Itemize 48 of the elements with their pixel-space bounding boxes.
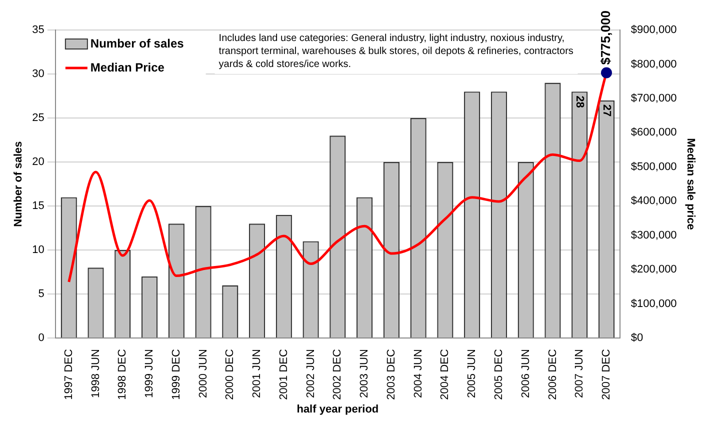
y2-tick-label: $700,000 bbox=[630, 92, 677, 104]
y-tick-label: 5 bbox=[38, 288, 44, 300]
y2-tick-label: $100,000 bbox=[630, 298, 677, 310]
x-tick-label: 2004 JUN bbox=[412, 349, 424, 398]
x-tick-label: 1999 DEC bbox=[170, 349, 182, 400]
y2-axis-title: Median sale price bbox=[684, 138, 696, 230]
x-tick-label: 1999 JUN bbox=[144, 349, 156, 398]
y2-tick-label: $900,000 bbox=[630, 24, 677, 36]
data-label: $775,000 bbox=[598, 10, 614, 65]
data-label: 27 bbox=[600, 104, 612, 117]
y-tick-label: 10 bbox=[32, 244, 44, 256]
x-tick-label: 2002 JUN bbox=[304, 349, 317, 398]
x-tick-label: 1997 DEC bbox=[62, 349, 75, 400]
x-tick-label: 2002 DEC bbox=[332, 349, 344, 400]
x-tick-label: 2005 DEC bbox=[492, 349, 505, 400]
y-tick-label: 35 bbox=[32, 24, 44, 36]
x-tick-label: 2006 DEC bbox=[546, 349, 559, 400]
x-tick-label: 2000 JUN bbox=[197, 349, 210, 398]
x-tick-label: 2007 JUN bbox=[574, 349, 586, 398]
y-tick-label: 20 bbox=[32, 156, 44, 168]
y2-tick-label: $300,000 bbox=[630, 229, 677, 242]
x-tick-label: 2004 DEC bbox=[439, 349, 452, 400]
x-tick-label: 2005 JUN bbox=[466, 349, 478, 398]
y2-tick-label: $500,000 bbox=[630, 160, 677, 173]
y2-tick-label: $0 bbox=[630, 332, 644, 344]
y-tick-label: 30 bbox=[32, 68, 44, 80]
x-tick-label: 2000 DEC bbox=[224, 349, 236, 400]
x-tick-label: 2006 JUN bbox=[520, 349, 532, 398]
y-tick-label: 0 bbox=[38, 332, 44, 344]
x-tick-label: 2001 DEC bbox=[278, 349, 290, 400]
legend-label: Number of sales bbox=[90, 36, 184, 50]
y-tick-label: 15 bbox=[32, 200, 44, 212]
y-axis-title: Number of sales bbox=[12, 141, 25, 227]
legend-label: Median Price bbox=[90, 60, 165, 74]
y2-tick-label: $200,000 bbox=[630, 264, 677, 276]
x-tick-label: 2003 JUN bbox=[358, 349, 371, 398]
x-axis-title: half year period bbox=[296, 403, 379, 416]
annotation: Includes land use categories: General industry, light industry, noxious industry, transport terminal, warehouses & bulk stores, oil depots & refineries, contractors yards & cold stores/ice works. bbox=[218, 32, 574, 70]
x-tick-label: 2007 DEC bbox=[600, 349, 613, 400]
y2-tick-label: $400,000 bbox=[630, 195, 677, 208]
x-tick-label: 1998 JUN bbox=[90, 349, 102, 398]
x-tick-label: 2003 DEC bbox=[385, 349, 398, 400]
y2-tick-label: $600,000 bbox=[630, 126, 677, 139]
y-tick-label: 25 bbox=[32, 112, 44, 124]
x-tick-label: 1998 DEC bbox=[116, 349, 129, 400]
data-label: 28 bbox=[574, 96, 586, 108]
x-tick-label: 2001 JUN bbox=[251, 349, 264, 398]
y2-tick-label: $800,000 bbox=[630, 58, 677, 70]
